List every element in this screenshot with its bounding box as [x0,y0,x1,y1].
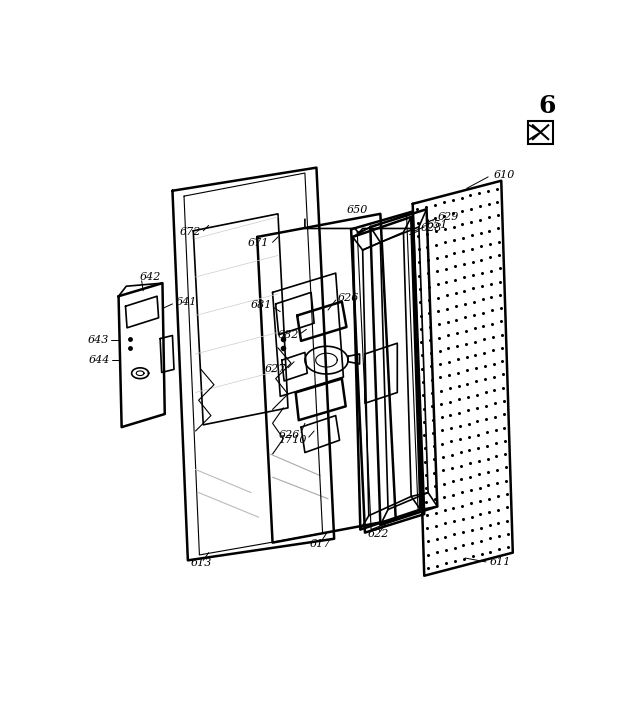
Text: 613: 613 [190,558,212,568]
Text: 651: 651 [427,220,448,230]
Text: 681: 681 [250,301,272,310]
Bar [528,120,553,144]
Text: 629: 629 [437,212,459,222]
Text: 6: 6 [538,94,556,118]
Text: 610: 610 [493,170,515,180]
Text: 611: 611 [490,557,511,567]
Text: 622: 622 [367,529,388,539]
Text: 626: 626 [279,430,300,440]
Text: 644: 644 [89,355,110,365]
Text: 627: 627 [264,365,285,375]
Text: 650: 650 [347,205,368,215]
Text: 643: 643 [87,335,109,345]
Text: 617: 617 [310,539,331,549]
Text: 682: 682 [278,329,300,340]
Text: 671: 671 [248,238,269,248]
Text: 1710: 1710 [278,435,307,445]
Text: 641: 641 [175,297,197,308]
Text: 628: 628 [420,223,442,234]
Text: 672: 672 [180,227,201,237]
Text: 626: 626 [338,293,360,303]
Text: 642: 642 [140,272,161,282]
